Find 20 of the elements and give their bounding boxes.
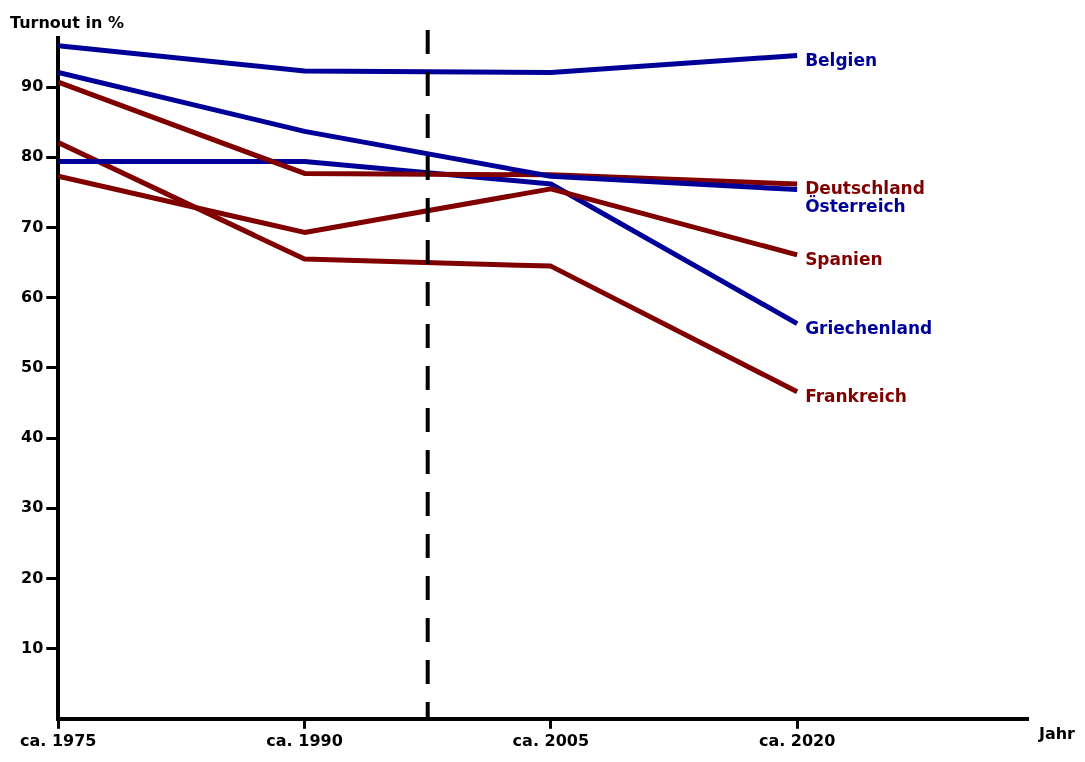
y-tick-label: 30 — [21, 497, 44, 517]
series-label: Österreich — [805, 195, 906, 217]
y-tick-label: 80 — [21, 146, 44, 166]
y-tick-label: 50 — [21, 357, 44, 377]
series-label: Frankreich — [805, 386, 907, 407]
series-label: Belgien — [805, 49, 878, 70]
y-tick-label: 40 — [21, 427, 44, 447]
x-tick-label: ca. 1975 — [20, 730, 97, 750]
x-tick-label: ca. 2020 — [758, 730, 836, 750]
y-tick-label: 20 — [21, 567, 44, 587]
x-tick-label: ca. 1990 — [266, 730, 343, 750]
x-tick-label: ca. 2005 — [512, 730, 590, 750]
y-tick-label: 70 — [21, 216, 44, 236]
series-label: Griechenland — [805, 318, 933, 339]
y-axis-title: Turnout in % — [10, 13, 124, 33]
series-label: Spanien — [805, 249, 883, 270]
y-tick-label: 60 — [21, 286, 44, 306]
x-axis-title: Jahr — [1037, 723, 1076, 743]
y-tick-label: 10 — [21, 637, 44, 657]
y-tick-label: 90 — [21, 76, 44, 96]
